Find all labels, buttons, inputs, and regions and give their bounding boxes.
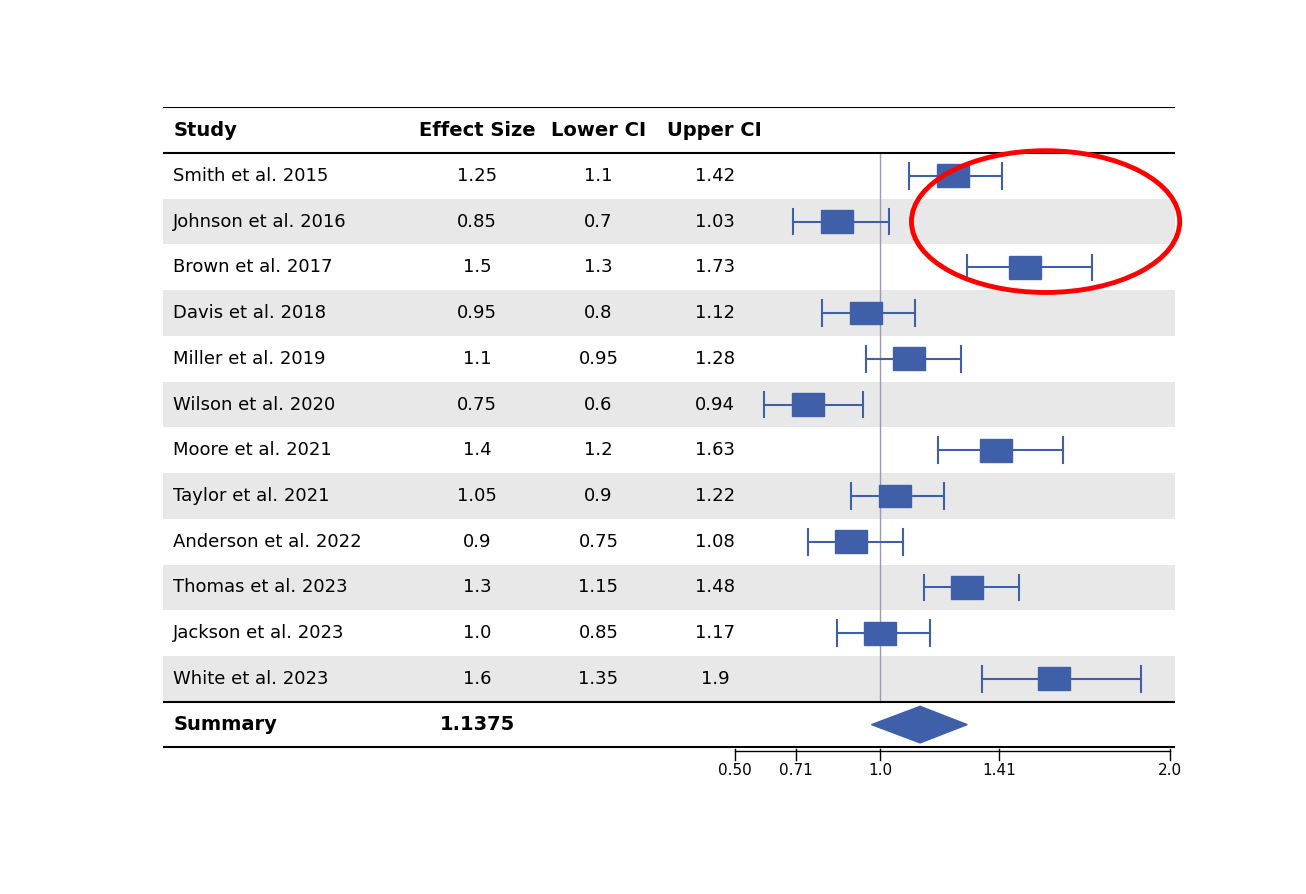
Bar xyxy=(163,427,1175,473)
Bar xyxy=(163,611,1175,656)
Text: Davis et al. 2018: Davis et al. 2018 xyxy=(174,304,326,322)
Text: 1.22: 1.22 xyxy=(695,487,735,505)
Text: 0.95: 0.95 xyxy=(457,304,498,322)
Text: Anderson et al. 2022: Anderson et al. 2022 xyxy=(174,533,362,551)
Bar xyxy=(163,291,1175,336)
Text: 0.7: 0.7 xyxy=(584,213,613,231)
Bar xyxy=(163,519,1175,565)
Text: 1.1: 1.1 xyxy=(462,350,491,367)
Bar xyxy=(163,198,1175,244)
Text: 0.85: 0.85 xyxy=(579,624,619,642)
Bar xyxy=(163,702,1175,747)
Text: 1.42: 1.42 xyxy=(695,167,735,185)
Bar xyxy=(865,621,896,645)
Bar xyxy=(791,393,824,416)
Text: 1.73: 1.73 xyxy=(695,258,735,276)
Text: 1.5: 1.5 xyxy=(462,258,491,276)
Text: Taylor et al. 2021: Taylor et al. 2021 xyxy=(174,487,330,505)
Text: Summary: Summary xyxy=(174,715,277,734)
Text: Upper CI: Upper CI xyxy=(667,121,763,139)
Text: Thomas et al. 2023: Thomas et al. 2023 xyxy=(174,578,347,596)
Text: 1.9: 1.9 xyxy=(700,670,729,687)
Text: 1.41: 1.41 xyxy=(982,763,1016,779)
Text: 1.0: 1.0 xyxy=(868,763,892,779)
Text: 0.71: 0.71 xyxy=(780,763,812,779)
Text: Wilson et al. 2020: Wilson et al. 2020 xyxy=(174,395,336,414)
Text: 1.3: 1.3 xyxy=(584,258,613,276)
Text: 1.25: 1.25 xyxy=(457,167,498,185)
Bar xyxy=(850,301,882,325)
Text: 0.75: 0.75 xyxy=(457,395,498,414)
Text: 1.1: 1.1 xyxy=(584,167,613,185)
Bar xyxy=(163,656,1175,702)
Bar xyxy=(936,164,969,188)
Text: 0.75: 0.75 xyxy=(579,533,619,551)
Text: 0.85: 0.85 xyxy=(457,213,498,231)
Text: 1.6: 1.6 xyxy=(462,670,491,687)
Text: 1.08: 1.08 xyxy=(695,533,735,551)
Bar xyxy=(981,439,1012,461)
Text: 0.95: 0.95 xyxy=(579,350,619,367)
Text: Brown et al. 2017: Brown et al. 2017 xyxy=(174,258,333,276)
Bar xyxy=(820,210,853,233)
Text: 1.05: 1.05 xyxy=(457,487,498,505)
Bar xyxy=(1010,256,1041,279)
Bar xyxy=(163,336,1175,382)
Text: 0.6: 0.6 xyxy=(584,395,613,414)
Text: 1.03: 1.03 xyxy=(695,213,735,231)
Text: Effect Size: Effect Size xyxy=(419,121,535,139)
Bar xyxy=(163,153,1175,198)
Bar xyxy=(1038,668,1070,690)
Text: Smith et al. 2015: Smith et al. 2015 xyxy=(174,167,329,185)
Bar xyxy=(893,348,925,370)
Text: 1.3: 1.3 xyxy=(462,578,491,596)
Text: 1.48: 1.48 xyxy=(695,578,735,596)
Text: 2.0: 2.0 xyxy=(1158,763,1182,779)
Text: 0.9: 0.9 xyxy=(462,533,491,551)
Text: 1.2: 1.2 xyxy=(584,442,613,460)
Text: 1.35: 1.35 xyxy=(579,670,619,687)
Bar xyxy=(163,244,1175,291)
Text: Moore et al. 2021: Moore et al. 2021 xyxy=(174,442,332,460)
Text: 1.15: 1.15 xyxy=(579,578,619,596)
Bar xyxy=(951,576,983,599)
Text: Jackson et al. 2023: Jackson et al. 2023 xyxy=(174,624,345,642)
Bar xyxy=(163,473,1175,519)
Text: 1.12: 1.12 xyxy=(695,304,735,322)
Text: 0.94: 0.94 xyxy=(695,395,735,414)
Text: Study: Study xyxy=(174,121,238,139)
Text: 1.1375: 1.1375 xyxy=(439,715,515,734)
Text: 1.17: 1.17 xyxy=(695,624,735,642)
Text: 1.63: 1.63 xyxy=(695,442,735,460)
Text: 1.4: 1.4 xyxy=(462,442,491,460)
Text: 0.9: 0.9 xyxy=(584,487,613,505)
Text: Lower CI: Lower CI xyxy=(551,121,646,139)
Bar xyxy=(879,485,910,508)
Text: 0.50: 0.50 xyxy=(718,763,752,779)
Text: 0.8: 0.8 xyxy=(584,304,613,322)
Polygon shape xyxy=(871,706,968,743)
Text: Johnson et al. 2016: Johnson et al. 2016 xyxy=(174,213,347,231)
Bar xyxy=(836,530,867,553)
Text: 1.28: 1.28 xyxy=(695,350,735,367)
Text: Miller et al. 2019: Miller et al. 2019 xyxy=(174,350,326,367)
Text: White et al. 2023: White et al. 2023 xyxy=(174,670,329,687)
Bar xyxy=(163,565,1175,611)
Bar xyxy=(163,382,1175,427)
Text: 1.0: 1.0 xyxy=(462,624,491,642)
